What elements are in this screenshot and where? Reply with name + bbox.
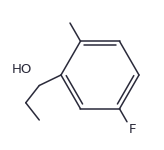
Text: F: F xyxy=(129,123,136,136)
Text: HO: HO xyxy=(12,63,32,76)
